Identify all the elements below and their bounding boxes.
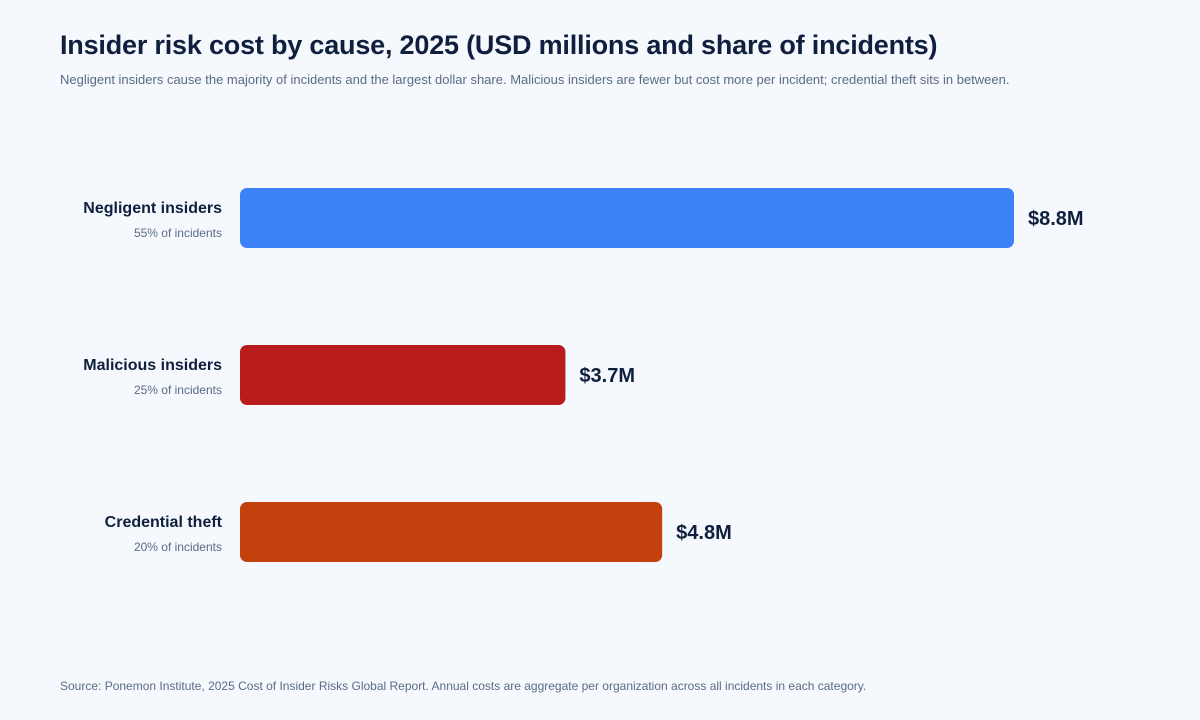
category-sublabel: 25% of incidents [134,383,222,397]
category-label: Malicious insiders [83,357,222,374]
bar [240,345,566,405]
chart-title: Insider risk cost by cause, 2025 (USD mi… [60,30,938,60]
category-label: Negligent insiders [83,200,222,217]
source-note: Source: Ponemon Institute, 2025 Cost of … [60,679,867,693]
category-sublabel: 55% of incidents [134,226,222,240]
value-label: $4.8M [676,522,732,544]
value-label: $3.7M [579,365,635,387]
bar [240,502,663,562]
category-label: Credential theft [105,514,223,531]
value-label: $8.8M [1028,208,1084,230]
category-sublabel: 20% of incidents [134,540,222,554]
chart-subtitle: Negligent insiders cause the majority of… [60,72,1010,87]
bar [240,188,1014,248]
